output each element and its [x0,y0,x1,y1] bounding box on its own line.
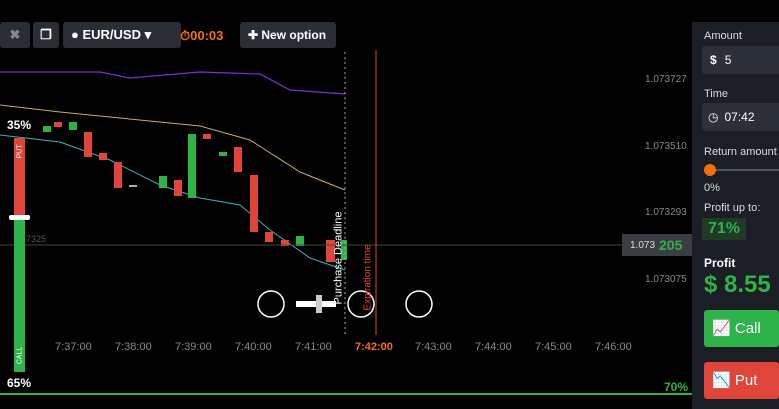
profit-up-label: Profit up to: [704,202,761,214]
currency: $ [710,53,717,67]
slider-knob[interactable] [704,164,716,176]
current-price: 1.073 [630,240,656,251]
put-percent: 35% [7,118,32,132]
slider[interactable] [704,169,779,171]
put: Put [734,372,758,389]
profit-up: 71% [702,218,747,240]
call-percent: 65% [7,376,32,390]
price-tick: 1.073727 [645,74,687,85]
pair: EUR/USD [82,27,141,42]
pair-select[interactable]: ● EUR/USD ▾ [63,22,181,48]
new-option-button[interactable]: ✚ New option [240,22,336,48]
expiration-time: Expiration time [362,244,374,311]
time: 07:42 [724,110,755,124]
price-tick: 1.073293 [645,207,687,218]
put-label: PUT [16,144,24,159]
time-label: 7:41:00 [295,341,332,353]
time-input[interactable]: ◷ 07:42 [702,103,779,131]
return-label: Return amount [704,146,777,158]
time-label: 7:43:00 [415,341,452,353]
side-panel: Amount $5 Time ◷ 07:42 Return amount 0% P… [692,22,779,409]
return-value: 0% [704,182,720,194]
time-label: 7:42:00 [355,341,393,353]
purchase-deadline: Purchase Deadline [332,211,345,305]
amount: 5 [724,53,732,67]
chart [0,50,692,395]
chart-layout [0,50,692,395]
time-label: 7:37:00 [55,341,92,353]
amount-label: Amount [704,30,742,42]
time-label: 7:45:00 [535,341,572,353]
price-tick: 1.073075 [645,273,687,285]
current-price-suffix: 205 [659,237,683,253]
time-label: 7:44:00 [475,341,512,353]
time-label: 7:46:00 [595,341,632,353]
time-label: 7:40:00 [235,341,272,353]
call-button[interactable]: 📈 Call [704,310,779,347]
side-price: 7325 [26,234,47,244]
call: Call [734,320,761,337]
new-option: New option [261,28,327,42]
timer: ⏱00:03 [180,28,224,43]
profit: 8.55 [724,271,771,298]
profit-currency: $ [704,271,718,298]
layout-button[interactable]: ❐ [33,22,59,48]
put-button[interactable]: 📉 Put [704,362,779,399]
amount-input[interactable]: $5 [702,46,779,74]
time-label: 7:38:00 [115,341,152,353]
profit-label: Profit [704,256,736,270]
time-label: 7:39:00 [175,341,212,353]
price-tick: 1.073510 [645,140,687,152]
close-button[interactable]: ✖ [0,22,30,48]
bottom-percent: 70% [664,380,689,394]
call-label: CALL [16,346,24,365]
time-label: Time [704,88,729,100]
timer-text: 00:03 [190,28,224,43]
